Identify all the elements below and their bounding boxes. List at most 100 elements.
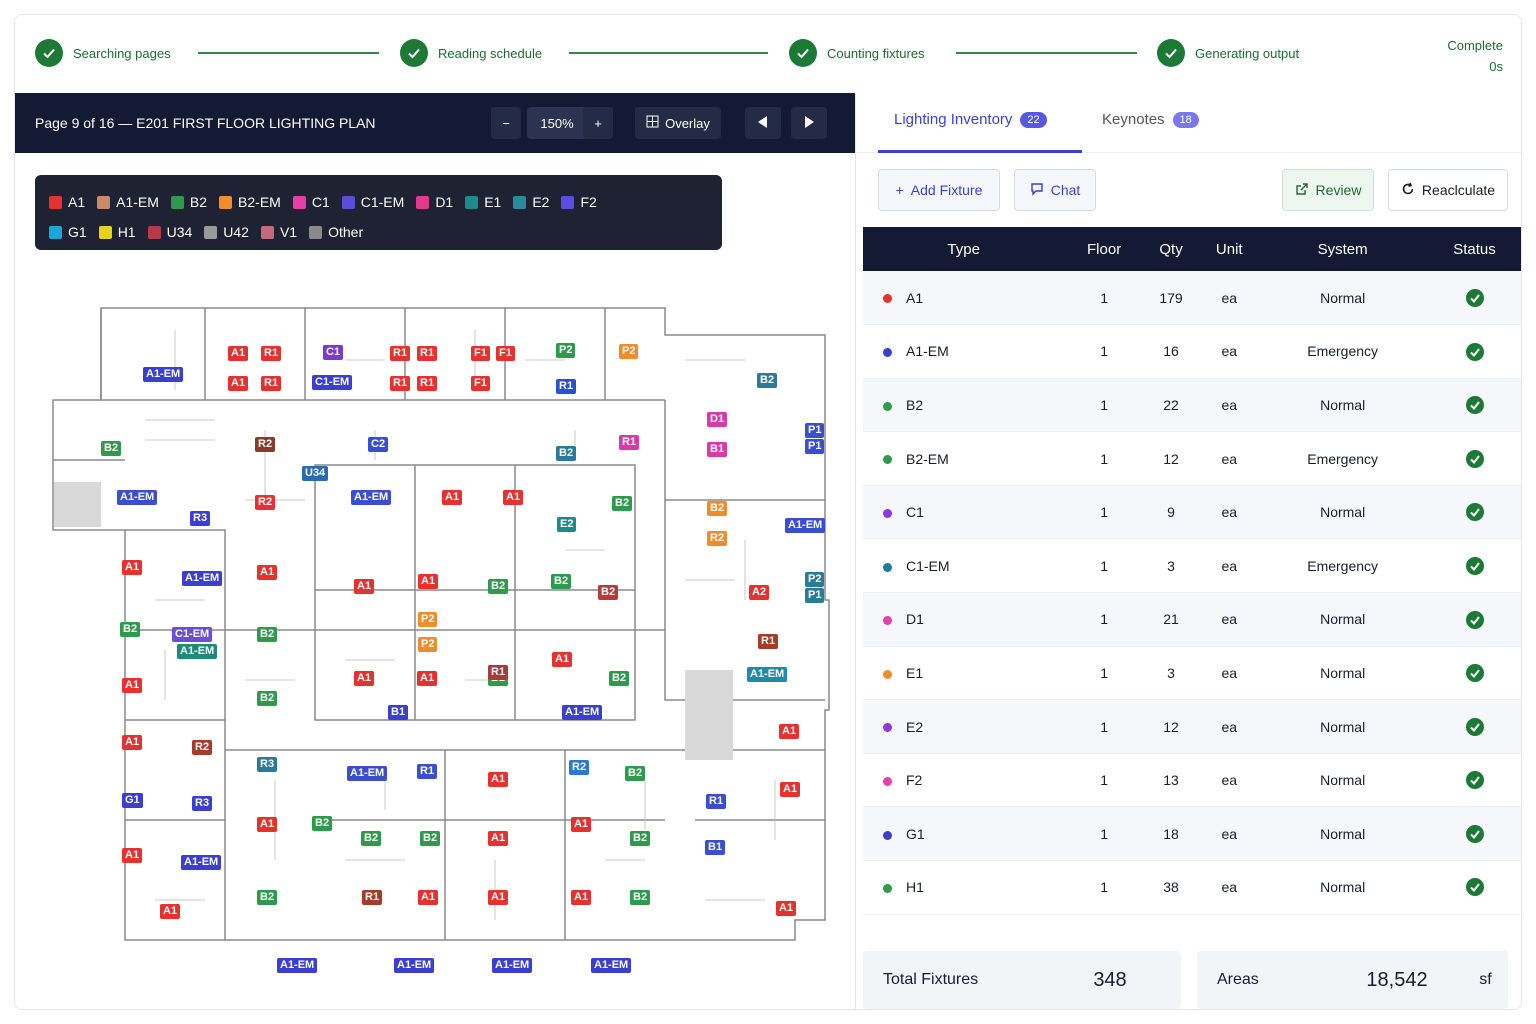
fixture-tag[interactable]: A1 [503,490,524,505]
fixture-tag[interactable]: B2 [101,441,122,456]
fixture-tag[interactable]: B2 [551,574,572,589]
fixture-tag[interactable]: A1 [354,579,375,594]
table-row[interactable]: B2 1 22 ea Normal [863,378,1521,433]
fixture-tag[interactable]: R3 [257,757,278,772]
fixture-tag[interactable]: A1 [780,782,801,797]
fixture-tag[interactable]: B2 [707,501,728,516]
fixture-tag[interactable]: R1 [556,379,577,394]
fixture-tag[interactable]: A1 [122,735,143,750]
fixture-tag[interactable]: B2 [120,622,141,637]
fixture-tag[interactable]: P1 [805,588,825,603]
legend-item[interactable]: U34 [147,224,192,240]
table-row[interactable]: G1 1 18 ea Normal [863,806,1521,862]
fixture-tag[interactable]: A1 [257,817,278,832]
fixture-tag[interactable]: A1 [552,652,573,667]
fixture-tag[interactable]: R2 [255,495,276,510]
fixture-tag[interactable]: R1 [706,794,727,809]
zoom-level[interactable]: 150% [527,107,587,139]
fixture-tag[interactable]: B2 [630,831,651,846]
fixture-tag[interactable]: R1 [390,376,411,391]
fixture-tag[interactable]: A1-EM [394,958,435,973]
floor-plan[interactable]: A1-EM A1 R1 C1 R1 R1 F1 F1 P2 P2 A1 R1 C1-EM R1 R1 F1 R1… [45,300,835,973]
zoom-in-button[interactable]: + [583,107,613,139]
fixture-tag[interactable]: A1-EM [143,367,184,382]
legend-item[interactable]: F2 [561,194,597,210]
legend-item[interactable]: E1 [465,194,501,210]
fixture-tag[interactable]: A1 [488,831,509,846]
legend-item[interactable]: U42 [204,224,249,240]
fixture-tag[interactable]: R1 [261,376,282,391]
fixture-tag[interactable]: R3 [192,796,213,811]
fixture-tag[interactable]: R1 [417,376,438,391]
fixture-tag[interactable]: A1 [418,890,439,905]
fixture-tag[interactable]: B2 [312,816,333,831]
fixture-tag[interactable]: A1 [228,346,249,361]
legend-item[interactable]: A1-EM [97,194,159,210]
fixture-tag[interactable]: P1 [805,439,825,454]
table-row[interactable]: C1-EM 1 3 ea Emergency [863,538,1521,594]
add-fixture-button[interactable]: + Add Fixture [878,169,1000,211]
fixture-tag[interactable]: A1-EM [347,766,388,781]
chat-button[interactable]: Chat [1014,169,1096,211]
legend-item[interactable]: H1 [98,224,136,240]
fixture-tag[interactable]: R1 [619,435,640,450]
fixture-tag[interactable]: R3 [190,511,211,526]
fixture-tag[interactable]: A1-EM [181,855,222,870]
fixture-tag[interactable]: C2 [368,437,389,452]
fixture-tag[interactable]: B2 [488,579,509,594]
fixture-tag[interactable]: B2 [556,446,577,461]
fixture-tag[interactable]: R1 [261,346,282,361]
fixture-tag[interactable]: A1 [488,772,509,787]
fixture-tag[interactable]: A1 [354,671,375,686]
fixture-tag[interactable]: A1 [122,678,143,693]
fixture-tag[interactable]: R1 [362,890,383,905]
fixture-tag[interactable]: G1 [122,793,143,808]
fixture-tag[interactable]: R2 [707,531,728,546]
legend-item[interactable]: D1 [416,194,453,210]
fixture-tag[interactable]: R1 [758,634,779,649]
fixture-tag[interactable]: A1 [160,904,181,919]
tab-lighting-inventory[interactable]: Lighting Inventory 22 [894,111,1047,128]
prev-page-button[interactable] [745,107,781,139]
fixture-tag[interactable]: R1 [390,346,411,361]
fixture-tag[interactable]: B1 [705,840,726,855]
fixture-tag[interactable]: P2 [805,572,825,587]
legend-item[interactable]: G1 [49,224,87,240]
tab-keynotes[interactable]: Keynotes 18 [1102,111,1199,128]
fixture-tag[interactable]: A1 [257,565,278,580]
fixture-tag[interactable]: R2 [255,437,276,452]
recalculate-button[interactable]: Reaclculate [1388,169,1508,211]
fixture-tag[interactable]: P2 [418,637,438,652]
legend-item[interactable]: C1-EM [341,194,404,210]
fixture-tag[interactable]: A1-EM [117,490,158,505]
fixture-tag[interactable]: A1-EM [277,958,318,973]
fixture-tag[interactable]: R1 [417,764,438,779]
next-page-button[interactable] [791,107,827,139]
legend-item[interactable]: C1 [292,194,330,210]
fixture-tag[interactable]: P2 [418,612,438,627]
fixture-tag[interactable]: A1 [571,817,592,832]
table-row[interactable]: C1 1 9 ea Normal [863,485,1521,540]
fixture-tag[interactable]: A1 [776,901,797,916]
fixture-tag[interactable]: B1 [388,705,409,720]
fixture-tag[interactable]: E2 [557,517,577,532]
fixture-tag[interactable]: A1 [228,376,249,391]
legend-item[interactable]: Other [309,224,363,240]
fixture-tag[interactable]: R1 [488,665,509,680]
fixture-tag[interactable]: D1 [707,412,728,427]
fixture-tag[interactable]: B2 [257,691,278,706]
legend-item[interactable]: V1 [260,224,297,240]
fixture-tag[interactable]: A1-EM [562,705,603,720]
table-row[interactable]: E2 1 12 ea Normal [863,699,1521,754]
fixture-tag[interactable]: A1 [122,848,143,863]
fixture-tag[interactable]: P2 [619,344,639,359]
review-button[interactable]: Review [1282,169,1374,211]
legend-item[interactable]: B2-EM [219,194,281,210]
fixture-tag[interactable]: C1-EM [312,375,353,390]
fixture-tag[interactable]: B2 [757,373,778,388]
fixture-tag[interactable]: B2 [420,831,441,846]
fixture-tag[interactable]: B2 [361,831,382,846]
fixture-tag[interactable]: B2 [609,671,630,686]
fixture-tag[interactable]: A1 [417,671,438,686]
fixture-tag[interactable]: A1-EM [747,667,788,682]
